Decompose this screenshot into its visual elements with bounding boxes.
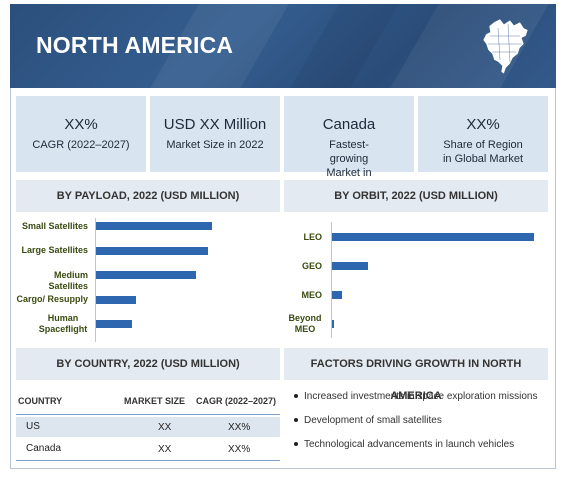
bar-label: GEO [301,260,322,271]
factor-item: Development of small satellites [294,415,442,426]
bar [96,246,208,255]
bullet-icon [294,418,298,423]
table-header-country: COUNTRY [18,396,63,406]
kpi-value: USD XX Million [163,116,267,133]
table-header-market-size: MARKET SIZE [124,396,186,406]
kpi-value: XX% [64,116,98,133]
factor-text: Technological advancements in launch veh… [304,439,515,450]
table-divider [16,460,280,461]
table-divider [16,414,280,415]
bullet-icon [294,442,298,447]
bar [96,222,213,230]
bar-label: Medium Satellites [48,269,88,291]
bar [332,320,335,328]
table-cell-cagr: XX% [228,422,251,433]
banner-title: NORTH AMERICA [36,32,234,58]
table-cell-market-size: XX [158,444,172,455]
factor-item: Increased investments in space explorati… [294,391,537,402]
kpi-fastest-growing: Canada Fastest-growing Market in Region [284,96,414,193]
bar-label: Large Satellites [21,245,88,255]
bar-label: Cargo/ Resupply [16,294,88,304]
kpi-label: Market Size in 2022 [166,139,264,151]
bar-label: Beyond MEO [288,313,322,334]
table-header-cagr: CAGR (2022–2027) [196,396,277,406]
factor-text: Development of small satellites [304,415,442,426]
bar-label: LEO [303,231,322,242]
factor-text: Increased investments in space explorati… [304,391,538,402]
kpi-label: Share of Region in Global Market [442,139,524,165]
bullet-icon [294,394,298,399]
kpi-market-size: USD XX Million Market Size in 2022 [150,96,280,172]
chart-axis [331,222,332,338]
kpi-value: Canada [322,116,376,133]
bar [332,233,534,241]
bar [96,320,133,328]
chart-axis [95,218,96,342]
bar-label: Human Spaceflight [38,313,88,334]
factors-section-title: FACTORS DRIVING GROWTH IN NORTH AMERICA [284,348,548,402]
kpi-value: XX% [466,116,500,133]
bar [96,271,196,279]
bar [332,262,369,270]
north-america-map-icon [482,18,529,75]
table-row [16,417,280,437]
factor-item: Technological advancements in launch veh… [294,439,514,450]
bar-label: Small Satellites [21,220,88,231]
orbit-section-title: BY ORBIT, 2022 (USD MILLION) [284,180,548,212]
table-cell-cagr: XX% [228,444,251,455]
payload-section-title: BY PAYLOAD, 2022 (USD MILLION) [16,180,280,212]
table-cell-country: Canada [26,443,62,454]
bar [332,291,343,299]
kpi-cagr: XX% CAGR (2022–2027) [16,96,146,172]
kpi-label: CAGR (2022–2027) [32,139,130,151]
country-section-title: BY COUNTRY, 2022 (USD MILLION) [16,348,280,380]
banner: NORTH AMERICA [10,4,556,88]
table-cell-market-size: XX [158,422,172,433]
table-cell-country: US [26,421,40,432]
bar [96,295,136,304]
bar-label: MEO [301,289,322,300]
kpi-region-share: XX% Share of Region in Global Market [418,96,548,172]
